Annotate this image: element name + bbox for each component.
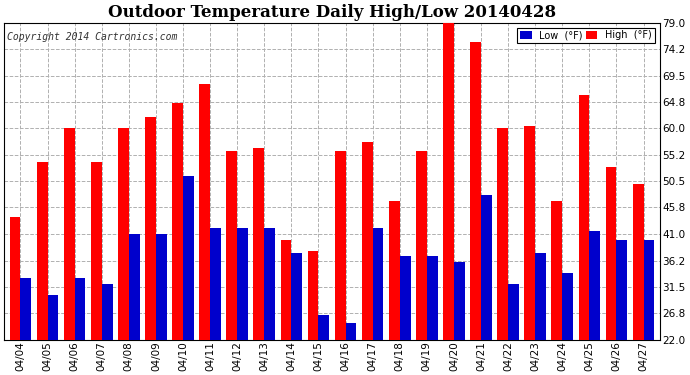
Bar	[454, 262, 465, 340]
Bar	[210, 228, 221, 340]
Bar	[101, 284, 112, 340]
Bar	[508, 284, 519, 340]
Bar	[427, 256, 437, 340]
Bar	[63, 128, 75, 340]
Bar	[21, 278, 31, 340]
Bar	[48, 295, 59, 340]
Bar	[253, 148, 264, 340]
Bar	[373, 228, 384, 340]
Bar	[562, 273, 573, 340]
Bar	[416, 151, 427, 340]
Bar	[551, 201, 562, 340]
Bar	[497, 128, 508, 340]
Bar	[346, 323, 356, 340]
Bar	[589, 231, 600, 340]
Bar	[264, 228, 275, 340]
Bar	[524, 126, 535, 340]
Bar	[226, 151, 237, 340]
Bar	[644, 240, 654, 340]
Bar	[481, 195, 492, 340]
Bar	[291, 254, 302, 340]
Bar	[37, 162, 48, 340]
Bar	[129, 234, 139, 340]
Bar	[389, 201, 400, 340]
Legend: Low  (°F), High  (°F): Low (°F), High (°F)	[517, 28, 655, 44]
Bar	[281, 240, 291, 340]
Bar	[578, 95, 589, 340]
Bar	[75, 278, 86, 340]
Bar	[633, 184, 644, 340]
Bar	[319, 315, 329, 340]
Bar	[91, 162, 101, 340]
Bar	[10, 217, 21, 340]
Bar	[172, 104, 183, 340]
Bar	[616, 240, 627, 340]
Bar	[156, 234, 167, 340]
Bar	[443, 23, 454, 340]
Bar	[118, 128, 129, 340]
Bar	[362, 142, 373, 340]
Bar	[400, 256, 411, 340]
Text: Copyright 2014 Cartronics.com: Copyright 2014 Cartronics.com	[8, 32, 178, 42]
Bar	[145, 117, 156, 340]
Title: Outdoor Temperature Daily High/Low 20140428: Outdoor Temperature Daily High/Low 20140…	[108, 4, 556, 21]
Bar	[183, 176, 194, 340]
Bar	[237, 228, 248, 340]
Bar	[335, 151, 346, 340]
Bar	[308, 251, 319, 340]
Bar	[199, 84, 210, 340]
Bar	[470, 42, 481, 340]
Bar	[535, 254, 546, 340]
Bar	[606, 167, 616, 340]
